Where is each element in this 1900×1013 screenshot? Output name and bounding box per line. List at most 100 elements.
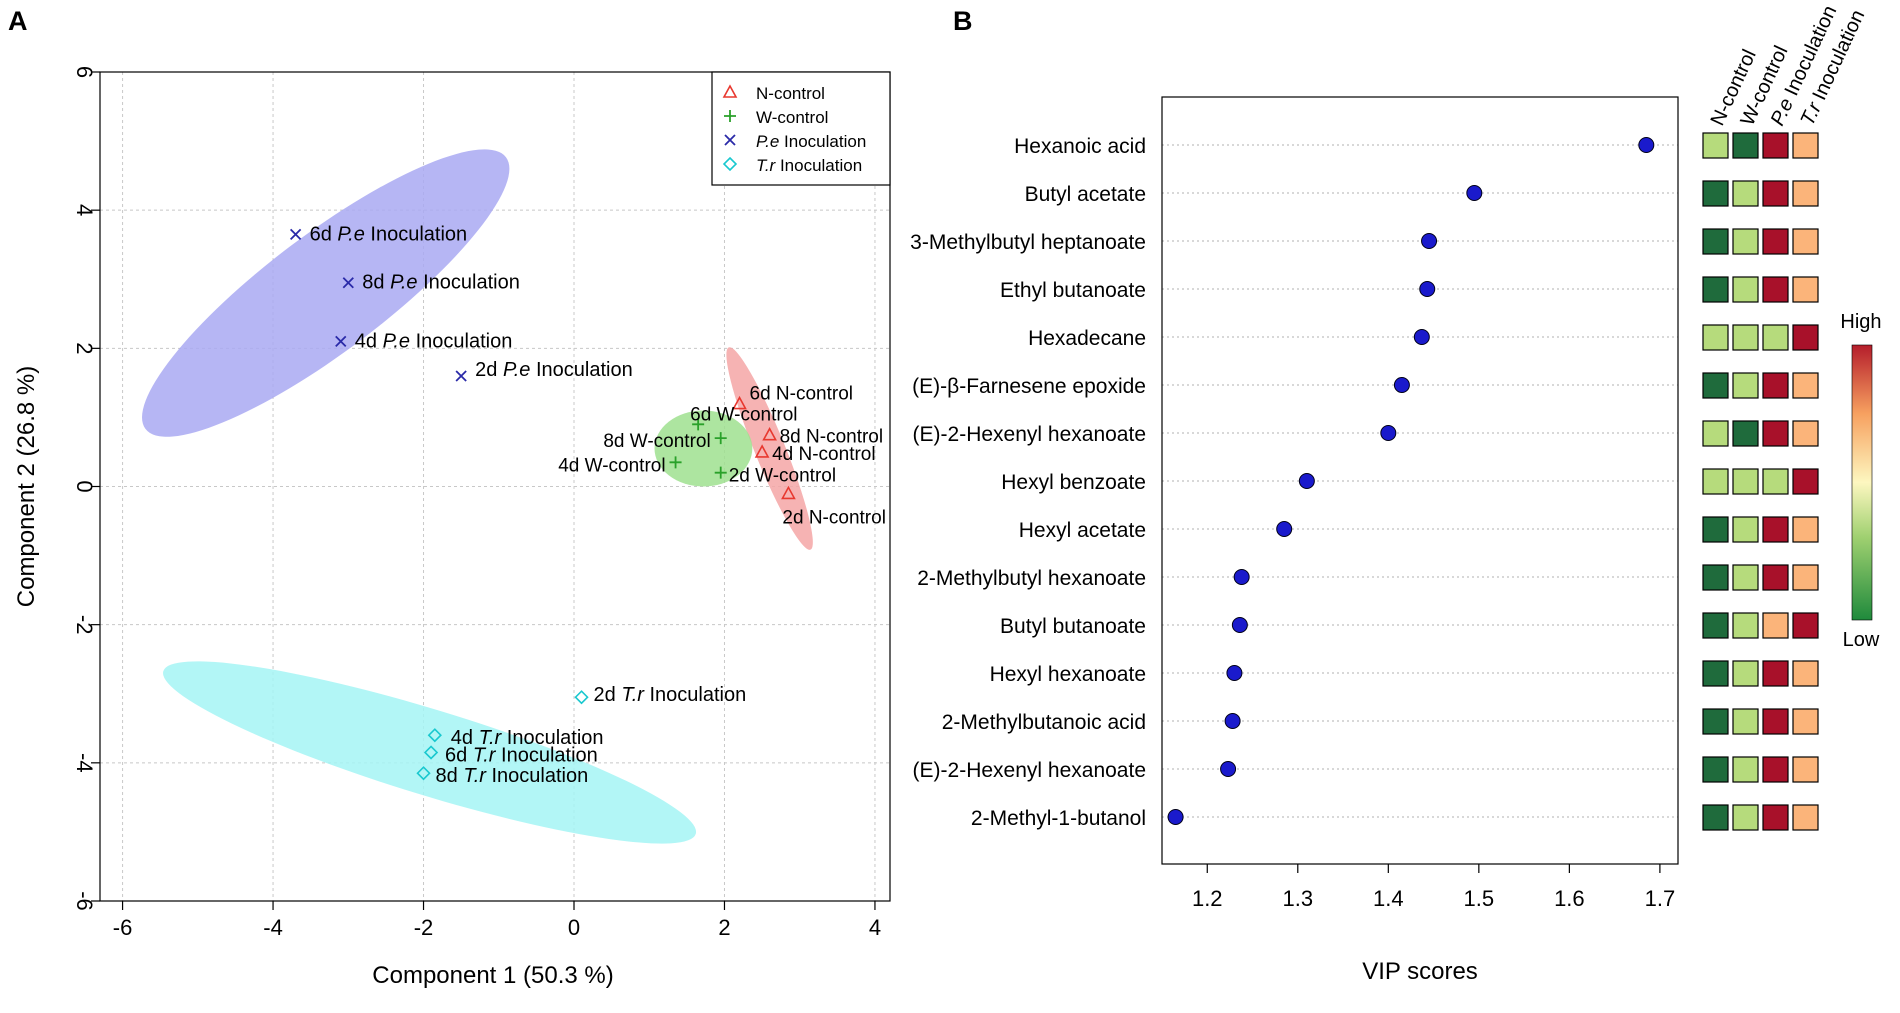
heatmap-cell <box>1702 420 1729 447</box>
feature-label: Butyl acetate <box>1025 183 1146 206</box>
x-axis-title: Component 1 (50.3 %) <box>372 962 613 989</box>
heatmap-cell <box>1762 708 1789 735</box>
feature-label: Butyl butanoate <box>1000 615 1146 638</box>
vip-point <box>1380 425 1397 441</box>
feature-label: Hexyl benzoate <box>1001 471 1146 494</box>
heatmap-cell <box>1762 276 1789 303</box>
feature-label: (E)-2-Hexenyl hexanoate <box>913 759 1146 782</box>
plot-frame <box>1161 96 1679 865</box>
feature-label: (E)-2-Hexenyl hexanoate <box>913 423 1146 446</box>
y-axis-title: Component 2 (26.8 %) <box>13 366 40 607</box>
legend-marker <box>722 156 738 172</box>
data-point <box>754 444 770 458</box>
data-point <box>427 728 442 743</box>
feature-label: Ethyl butanoate <box>1000 279 1146 302</box>
point-label: 2d N-control <box>782 507 886 528</box>
heatmap-cell <box>1732 324 1759 351</box>
heatmap-cell <box>1702 708 1729 735</box>
point-label: 8d T.r Inoculation <box>436 765 589 787</box>
point-label: 2d P.e Inoculation <box>475 359 633 381</box>
point-label: 2d T.r Inoculation <box>594 684 747 706</box>
heatmap-cell <box>1792 612 1819 639</box>
vip-point <box>1638 137 1655 153</box>
heatmap-cell <box>1762 324 1789 351</box>
heatmap-cell <box>1792 708 1819 735</box>
heatmap-cell <box>1702 132 1729 159</box>
panel-b-label: B <box>953 6 973 36</box>
data-point <box>732 395 747 410</box>
x-tick-label: 2 <box>718 915 730 940</box>
heatmap-cell <box>1762 612 1789 639</box>
heatmap-cell <box>1732 612 1759 639</box>
vip-point <box>1413 329 1430 345</box>
x-axis-title: VIP scores <box>1362 958 1478 985</box>
heatmap-cell <box>1762 420 1789 447</box>
x-tick-label: 1.5 <box>1464 886 1495 911</box>
heatmap-cell <box>1702 516 1729 543</box>
data-point <box>342 277 354 289</box>
point-label: 6d P.e Inoculation <box>310 223 468 245</box>
legend-marker <box>724 134 736 146</box>
heatmap-cell <box>1792 276 1819 303</box>
data-point <box>423 745 439 760</box>
heatmap-cell <box>1732 804 1759 831</box>
heatmap-cell <box>1732 276 1759 303</box>
legend-marker <box>724 110 736 122</box>
point-label: 4d T.r Inoculation <box>451 727 604 749</box>
legend-label: P.e Inoculation <box>756 132 866 151</box>
heatmap-cell <box>1762 756 1789 783</box>
data-point <box>416 766 431 781</box>
heatmap-cell <box>1792 324 1819 351</box>
heatmap-cell <box>1792 180 1819 207</box>
y-tick-label: -2 <box>72 615 97 635</box>
legend-label: W-control <box>756 108 828 127</box>
y-tick-label: 4 <box>72 204 97 216</box>
data-point <box>781 485 796 500</box>
heatmap-cell <box>1702 660 1729 687</box>
feature-label: 2-Methylbutanoic acid <box>942 711 1146 734</box>
vip-point <box>1220 761 1237 777</box>
point-label: 2d W-control <box>729 466 836 487</box>
heatmap-cell <box>1702 324 1729 351</box>
colorbar-low-label: Low <box>1843 629 1880 651</box>
x-tick-label: 1.3 <box>1282 886 1313 911</box>
heatmap-cell <box>1702 804 1729 831</box>
legend-label: T.r Inoculation <box>756 156 862 175</box>
data-point <box>762 427 777 441</box>
heatmap-cell <box>1732 468 1759 495</box>
vip-point <box>1226 665 1243 681</box>
heatmap-cell <box>1762 804 1789 831</box>
x-tick-label: 1.4 <box>1373 886 1404 911</box>
heatmap-cell <box>1792 564 1819 591</box>
panel-a-label: A <box>8 6 28 36</box>
y-tick-label: 2 <box>72 342 97 354</box>
vip-point <box>1167 809 1184 825</box>
feature-label: (E)-β-Farnesene epoxide <box>912 375 1146 398</box>
point-label: 8d P.e Inoculation <box>362 272 520 294</box>
heatmap-cell <box>1792 804 1819 831</box>
heatmap-cell <box>1732 180 1759 207</box>
heatmap-cell <box>1762 372 1789 399</box>
point-label: 4d N-control <box>772 444 876 465</box>
y-tick-label: 6 <box>72 66 97 78</box>
x-tick-label: 1.7 <box>1645 886 1676 911</box>
heatmap-cell <box>1762 132 1789 159</box>
feature-label: 3-Methylbutyl heptanoate <box>910 231 1146 254</box>
heatmap-cell <box>1702 756 1729 783</box>
heatmap-cell <box>1792 420 1819 447</box>
x-tick-label: 0 <box>568 915 580 940</box>
data-point <box>289 228 302 240</box>
point-label: 6d N-control <box>750 384 854 405</box>
heatmap-cell <box>1732 660 1759 687</box>
legend-label: N-control <box>756 84 825 103</box>
data-point <box>335 335 347 348</box>
heatmap-cell <box>1792 132 1819 159</box>
vip-point <box>1419 281 1436 297</box>
vip-score-plot: Hexanoic acid Butyl acetate 3-Methylbutyl … <box>910 2 1881 985</box>
heatmap-cell <box>1702 372 1729 399</box>
heatmap-cell <box>1732 516 1759 543</box>
data-point <box>455 370 467 382</box>
y-tick-label: -6 <box>72 891 97 911</box>
